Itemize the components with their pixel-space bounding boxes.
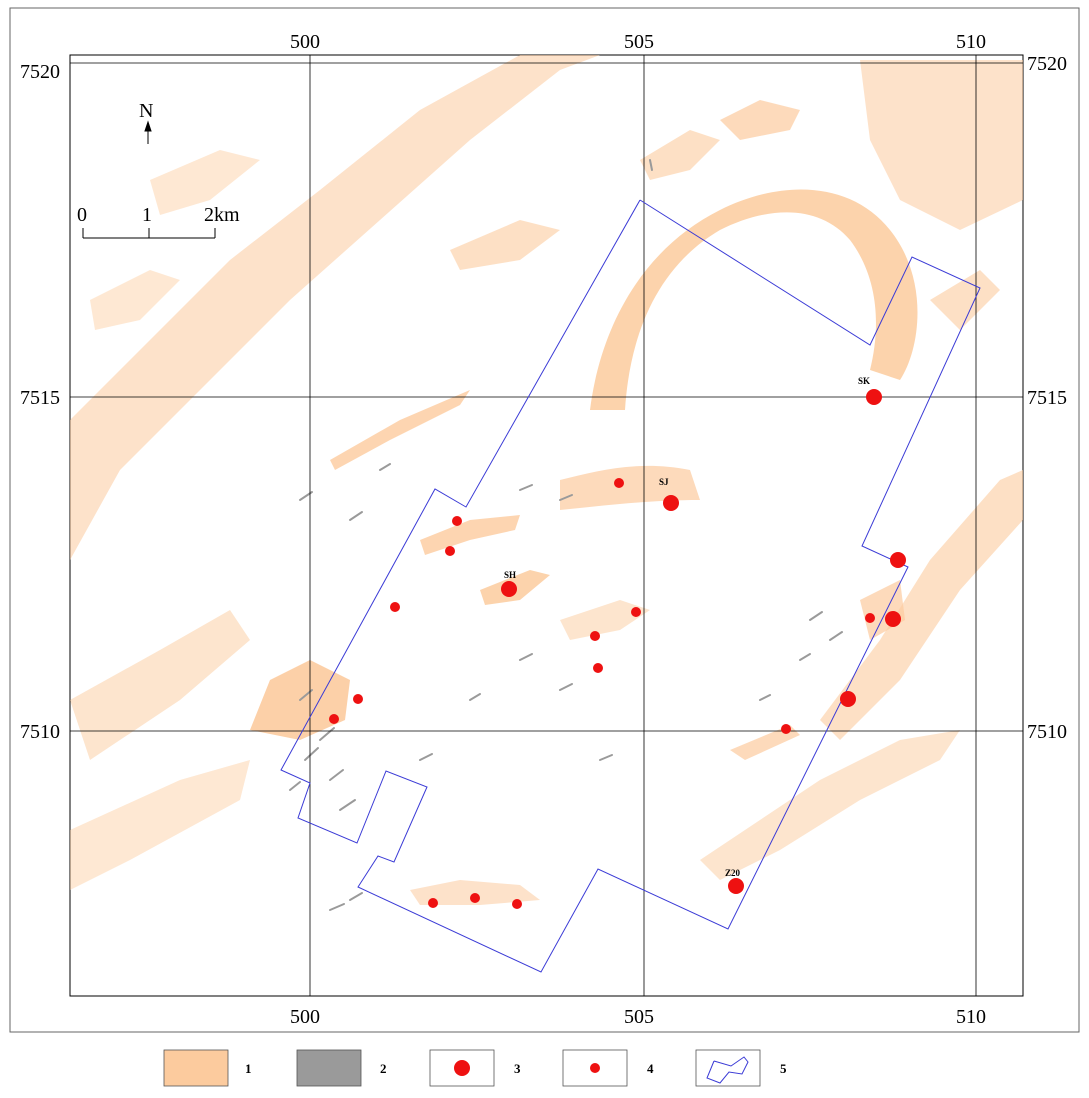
y-tick-right-7510: 7510	[1027, 721, 1067, 743]
sample-sites	[329, 389, 906, 909]
small-site	[593, 663, 603, 673]
scale-label-2km: 2km	[204, 204, 240, 226]
x-axis-bottom: 500 505 510	[290, 1006, 986, 1028]
small-site	[781, 724, 791, 734]
legend-item-5: 5	[695, 1049, 787, 1087]
legend-label-2: 2	[380, 1061, 387, 1076]
legend-label-1: 1	[245, 1061, 252, 1076]
small-site	[329, 714, 339, 724]
legend-label-3: 3	[514, 1061, 521, 1076]
legend-item-4: 4	[562, 1049, 654, 1087]
small-site	[614, 478, 624, 488]
north-arrow-icon	[144, 120, 152, 144]
y-axis-right: 7520 7515 7510	[1027, 53, 1067, 743]
large-site-sk	[866, 389, 882, 405]
x-tick-bottom-505: 505	[624, 1006, 654, 1028]
site-label-sj: SJ	[659, 477, 669, 487]
scale-label-0: 0	[77, 204, 87, 226]
y-tick-right-7520: 7520	[1027, 53, 1067, 75]
x-tick-bottom-500: 500	[290, 1006, 320, 1028]
coordinate-grid	[70, 55, 1023, 996]
large-site-sj	[663, 495, 679, 511]
scale-label-1: 1	[142, 204, 152, 226]
small-site	[470, 893, 480, 903]
study-area-boundary	[280, 199, 981, 973]
large-site	[890, 552, 906, 568]
large-dot-icon	[454, 1060, 470, 1076]
legend-swatch-gray	[296, 1049, 362, 1087]
y-tick-left-7520: 7520	[20, 61, 60, 83]
site-label-sh: SH	[504, 570, 516, 580]
y-tick-right-7515: 7515	[1027, 387, 1067, 409]
small-site	[590, 631, 600, 641]
north-label: N	[139, 100, 153, 122]
large-site	[885, 611, 901, 627]
large-site-sh	[501, 581, 517, 597]
small-site	[445, 546, 455, 556]
large-site	[840, 691, 856, 707]
x-axis-top: 500 505 510	[290, 31, 986, 53]
small-site	[631, 607, 641, 617]
outer-frame	[9, 7, 1080, 1033]
x-tick-top-510: 510	[956, 31, 986, 53]
north-arrow: N	[139, 100, 153, 144]
scale-bar: 0 1 2km	[77, 204, 240, 239]
y-axis-left: 7520 7515 7510	[20, 61, 60, 743]
y-tick-left-7515: 7515	[20, 387, 60, 409]
small-site	[353, 694, 363, 704]
site-label-z20: Z20	[725, 868, 741, 878]
x-tick-top-500: 500	[290, 31, 320, 53]
legend: 1 2 3 4 5	[163, 1049, 787, 1087]
map-area: SK SJ SH Z20 N 0 1 2km	[69, 54, 1024, 997]
x-tick-top-505: 505	[624, 31, 654, 53]
small-site	[390, 602, 400, 612]
large-site-z20	[728, 878, 744, 894]
boundary-polygon-icon	[706, 1056, 749, 1084]
unit-1-rock-patches	[70, 55, 1023, 905]
legend-swatch-orange	[163, 1049, 229, 1087]
small-site	[865, 613, 875, 623]
unit-2-rock-streaks	[289, 159, 843, 911]
legend-item-2: 2	[296, 1049, 387, 1087]
small-site	[512, 899, 522, 909]
legend-item-3: 3	[429, 1049, 521, 1087]
x-tick-bottom-510: 510	[956, 1006, 986, 1028]
y-tick-left-7510: 7510	[20, 721, 60, 743]
site-label-sk: SK	[858, 376, 870, 386]
legend-label-4: 4	[647, 1061, 654, 1076]
legend-swatch-boundary	[695, 1049, 761, 1087]
scale-bar-line	[82, 228, 216, 239]
small-site	[452, 516, 462, 526]
legend-label-5: 5	[780, 1061, 787, 1076]
small-site	[428, 898, 438, 908]
legend-item-1: 1	[163, 1049, 252, 1087]
small-dot-icon	[590, 1063, 600, 1073]
